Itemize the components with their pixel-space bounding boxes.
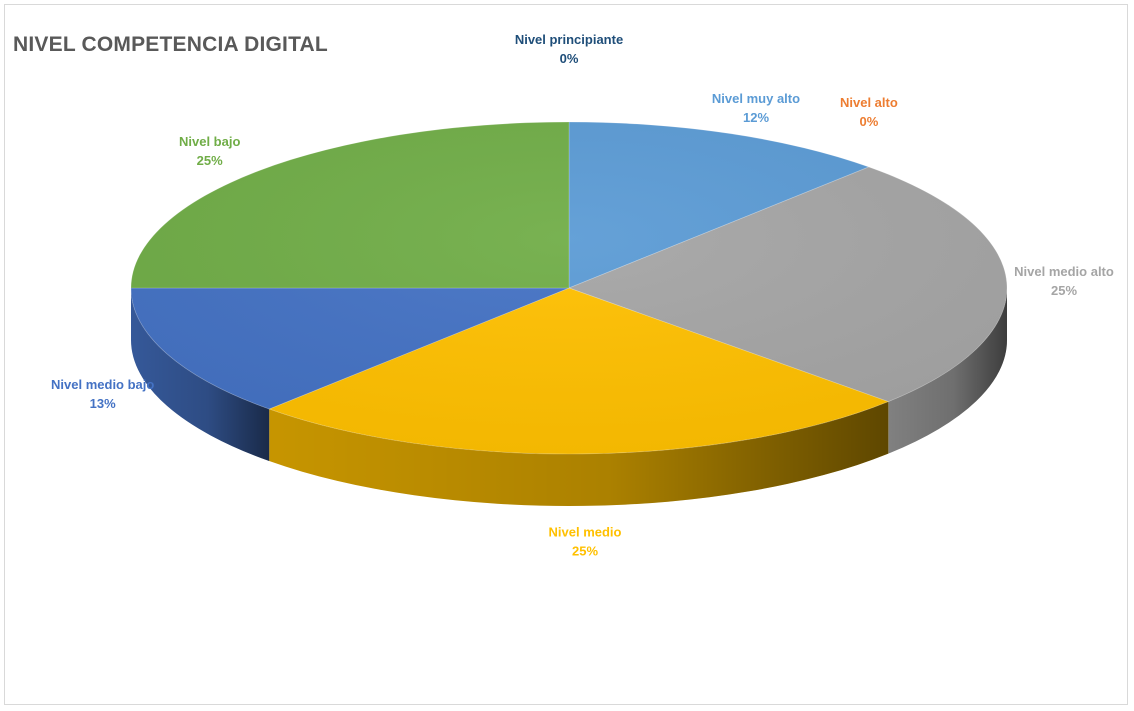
slice-percent-nivel-medio: 25% [572, 543, 598, 558]
slice-label-nivel-medio-alto: Nivel medio alto [1014, 264, 1114, 279]
chart-title: NIVEL COMPETENCIA DIGITAL [13, 33, 328, 56]
slice-percent-nivel-muy-alto: 12% [743, 110, 769, 125]
slice-percent-nivel-medio-bajo: 13% [90, 396, 116, 411]
slice-label-nivel-muy-alto: Nivel muy alto [712, 91, 800, 106]
slice-label-nivel-alto: Nivel alto [840, 95, 898, 110]
slice-percent-nivel-medio-alto: 25% [1051, 283, 1077, 298]
slice-label-nivel-bajo: Nivel bajo [179, 134, 240, 149]
slice-label-nivel-medio: Nivel medio [549, 524, 622, 539]
pie-side-shadow-nivel-medio [269, 401, 889, 506]
pie-sides [131, 288, 1007, 506]
pie-top [130, 121, 1008, 455]
pie-side-shadow-nivel-medio-bajo [131, 288, 270, 462]
slice-label-nivel-medio-bajo: Nivel medio bajo [51, 377, 154, 392]
pie-top-gloss [131, 122, 1007, 454]
slice-percent-nivel-principiante: 0% [560, 51, 579, 66]
slice-percent-nivel-alto: 0% [860, 114, 879, 129]
pie-side-shadow-nivel-medio-alto [888, 288, 1007, 454]
slice-label-nivel-principiante: Nivel principiante [515, 32, 623, 47]
slice-percent-nivel-bajo: 25% [197, 153, 223, 168]
pie-labels: Nivel principiante 0% Nivel muy alto 12% Niv… [51, 32, 1114, 558]
